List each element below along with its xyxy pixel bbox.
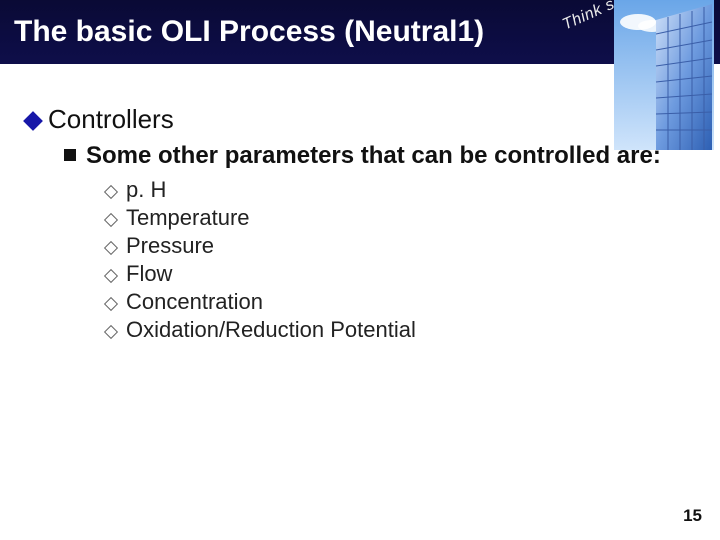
bullet-level3: Flow: [106, 261, 694, 287]
diamond-outline-icon: [104, 241, 118, 255]
diamond-outline-icon: [104, 325, 118, 339]
level3-text: Concentration: [126, 289, 263, 315]
bullet-level2: Some other parameters that can be contro…: [64, 141, 694, 171]
page-number: 15: [683, 506, 702, 526]
level3-text: Flow: [126, 261, 172, 287]
level3-list: p. H Temperature Pressure Flow Concentra…: [106, 177, 694, 343]
diamond-outline-icon: [104, 185, 118, 199]
diamond-outline-icon: [104, 213, 118, 227]
level2-text: Some other parameters that can be contro…: [86, 141, 661, 171]
level1-text: Controllers: [48, 104, 174, 135]
level3-text: Pressure: [126, 233, 214, 259]
bullet-level3: p. H: [106, 177, 694, 203]
slide: The basic OLI Process (Neutral1) Think s…: [0, 0, 720, 540]
square-black-icon: [64, 149, 76, 161]
bullet-level3: Oxidation/Reduction Potential: [106, 317, 694, 343]
bullet-level3: Temperature: [106, 205, 694, 231]
diamond-outline-icon: [104, 297, 118, 311]
level3-text: p. H: [126, 177, 166, 203]
slide-title: The basic OLI Process (Neutral1): [14, 15, 484, 49]
bullet-level1: Controllers: [26, 104, 694, 135]
diamond-outline-icon: [104, 269, 118, 283]
slide-body: Controllers Some other parameters that c…: [26, 104, 694, 345]
bullet-level3: Pressure: [106, 233, 694, 259]
level3-text: Oxidation/Reduction Potential: [126, 317, 416, 343]
diamond-blue-icon: [23, 111, 43, 131]
level3-text: Temperature: [126, 205, 250, 231]
bullet-level3: Concentration: [106, 289, 694, 315]
